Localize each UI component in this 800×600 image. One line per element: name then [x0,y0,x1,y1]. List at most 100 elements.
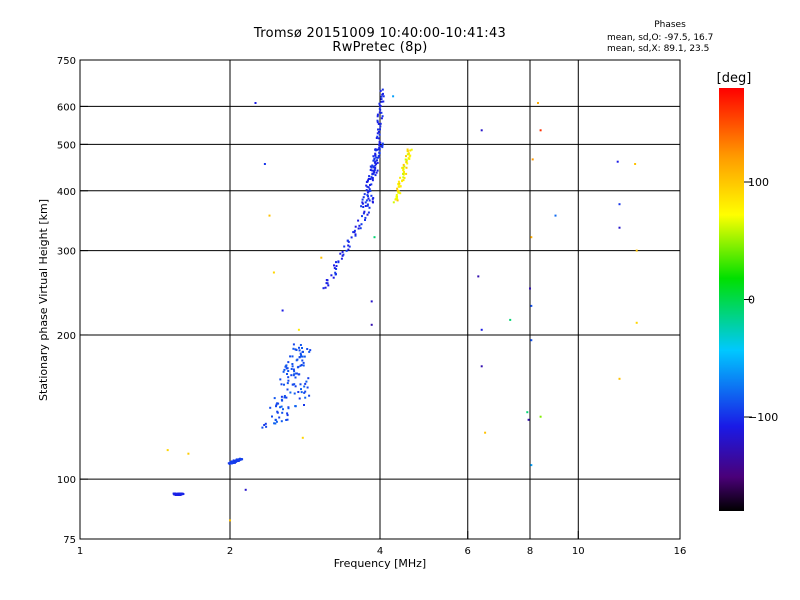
data-point [373,171,376,174]
data-point [294,405,297,408]
data-point [281,411,284,414]
data-point [368,199,371,202]
data-point [365,189,368,192]
data-point [289,391,292,394]
data-point [378,143,381,146]
phase-colorbar [719,88,744,511]
data-point [175,493,178,496]
data-point [367,197,370,200]
data-point [293,383,296,386]
data-point [382,92,384,95]
data-point [291,363,294,365]
data-point [265,425,268,428]
data-point [283,396,286,399]
chart-title: Tromsø 20151009 10:40:00-10:41:43 [253,26,507,41]
data-point [530,339,533,342]
data-point [372,159,375,162]
data-point [373,236,376,239]
data-point [375,171,378,174]
data-point [399,192,402,195]
data-point [380,145,382,147]
x-tick-label: 2 [227,546,233,557]
y-tick-label: 200 [57,331,76,342]
data-point [282,408,284,411]
data-point [405,166,408,169]
data-point [275,420,278,423]
data-point [280,395,283,398]
data-point [347,248,350,251]
data-point [360,223,363,226]
data-point [295,359,298,362]
data-point [410,148,413,151]
data-point [263,163,266,165]
data-point [234,460,237,462]
y-tick-label: 750 [57,56,76,67]
data-point [282,370,285,373]
data-point [365,184,368,187]
data-point [366,203,369,206]
data-point [187,452,190,455]
data-point [406,150,409,153]
data-point [230,460,233,463]
y-tick-label: 500 [57,140,76,151]
data-point [526,411,529,414]
data-point [295,372,298,375]
data-point [271,415,273,418]
data-point [376,169,379,172]
colorbar-tick-label: −100 [748,411,778,424]
data-point [286,412,289,415]
data-point [275,403,278,406]
data-point [381,142,384,145]
data-point [291,383,294,386]
data-point [401,180,403,183]
data-point [362,206,365,208]
data-point [287,361,290,364]
data-point [280,405,283,408]
data-point [297,391,300,393]
data-point [301,347,303,349]
data-point [381,115,384,118]
data-point [306,386,309,389]
data-point [369,169,372,171]
data-point [529,287,531,290]
data-point [377,137,380,140]
data-point [407,152,410,155]
data-point [376,132,379,135]
data-point [303,385,306,388]
data-point [364,219,366,221]
data-point [371,197,374,200]
data-point [285,396,288,399]
data-point [367,211,370,214]
data-point [297,373,300,376]
data-point [279,406,282,409]
data-point [370,194,373,197]
data-point [366,194,369,197]
data-point [279,378,282,381]
data-point [362,196,365,199]
data-point [305,380,308,383]
data-point [405,172,408,175]
data-point [290,368,293,370]
data-point [301,436,304,439]
data-point [404,158,407,161]
data-point [300,391,303,394]
data-point [335,261,337,264]
data-point [370,166,373,169]
data-point [406,148,409,151]
data-point [368,175,371,178]
data-point [335,265,338,267]
data-point [366,185,369,188]
phase-stat-o: mean, sd,O: -97.5, 16.7 [607,33,714,43]
data-point [375,149,377,152]
data-point [254,102,257,104]
data-point [363,210,366,213]
data-point [378,107,381,110]
data-point [347,244,350,247]
data-point [396,187,399,190]
data-point [375,137,378,139]
data-point [369,189,372,192]
data-point [399,176,402,179]
data-point [361,198,364,201]
data-point [347,240,350,243]
data-point [308,394,311,397]
